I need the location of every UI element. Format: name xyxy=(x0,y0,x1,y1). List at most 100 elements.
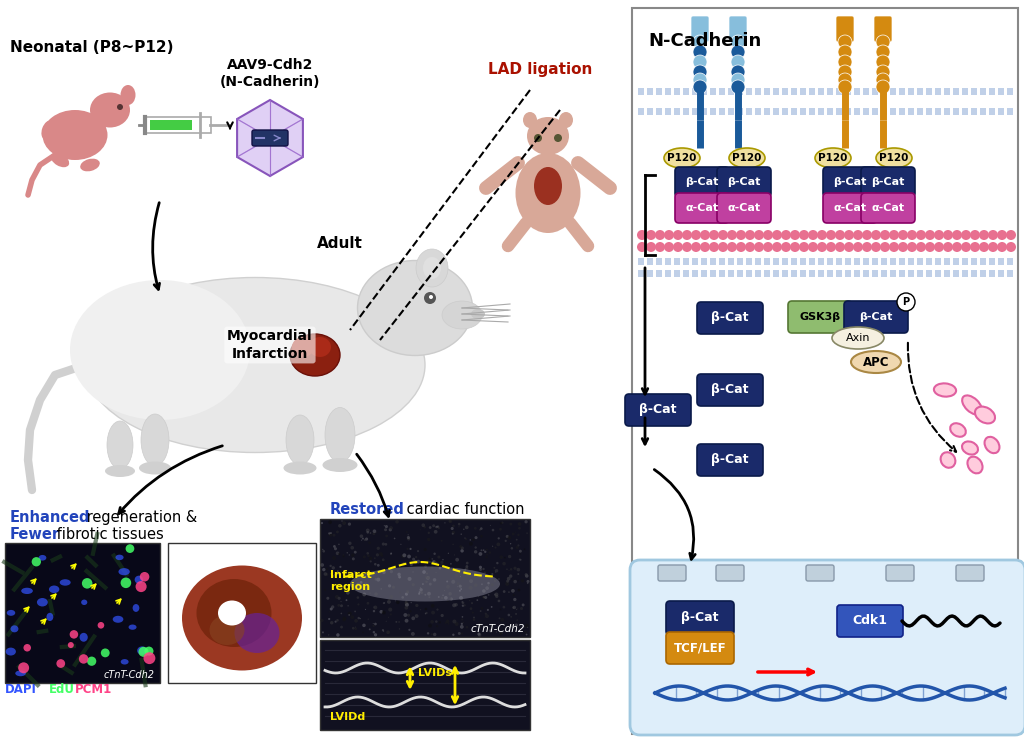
Circle shape xyxy=(469,580,473,583)
Circle shape xyxy=(135,581,146,592)
Circle shape xyxy=(381,588,382,590)
Circle shape xyxy=(425,608,427,610)
Text: P: P xyxy=(902,297,909,307)
Circle shape xyxy=(495,571,496,573)
Circle shape xyxy=(332,556,336,560)
Circle shape xyxy=(404,606,409,610)
Circle shape xyxy=(452,580,456,584)
Circle shape xyxy=(483,571,486,574)
Bar xyxy=(168,543,316,683)
Circle shape xyxy=(934,230,944,240)
Circle shape xyxy=(398,621,400,623)
Circle shape xyxy=(333,545,336,548)
Circle shape xyxy=(523,548,525,550)
Circle shape xyxy=(516,609,517,610)
Ellipse shape xyxy=(968,457,983,473)
Circle shape xyxy=(362,592,367,597)
Circle shape xyxy=(817,230,827,240)
Text: β-Cat: β-Cat xyxy=(834,177,866,187)
Circle shape xyxy=(731,55,745,69)
Circle shape xyxy=(357,603,359,606)
Circle shape xyxy=(461,618,463,620)
FancyBboxPatch shape xyxy=(844,301,908,333)
Circle shape xyxy=(437,527,440,529)
Bar xyxy=(710,258,716,265)
Circle shape xyxy=(637,242,647,252)
Circle shape xyxy=(862,242,872,252)
Circle shape xyxy=(525,624,528,628)
Circle shape xyxy=(450,597,453,600)
Circle shape xyxy=(471,602,473,604)
Circle shape xyxy=(506,580,509,583)
Circle shape xyxy=(138,647,148,657)
Circle shape xyxy=(488,551,490,554)
Circle shape xyxy=(513,594,515,596)
Circle shape xyxy=(754,242,764,252)
Ellipse shape xyxy=(664,148,700,168)
Text: Restored: Restored xyxy=(330,502,404,517)
Circle shape xyxy=(655,230,665,240)
Circle shape xyxy=(322,632,324,633)
Circle shape xyxy=(490,606,493,608)
Circle shape xyxy=(424,565,427,568)
Bar xyxy=(872,258,878,265)
Circle shape xyxy=(478,596,479,597)
Circle shape xyxy=(463,528,465,530)
Circle shape xyxy=(330,532,332,534)
Bar xyxy=(908,270,914,277)
Bar xyxy=(845,270,851,277)
FancyBboxPatch shape xyxy=(717,193,771,223)
Circle shape xyxy=(404,600,408,603)
Bar xyxy=(674,88,680,95)
Circle shape xyxy=(453,620,457,623)
Circle shape xyxy=(997,230,1007,240)
Text: DAPI: DAPI xyxy=(5,683,37,696)
Bar xyxy=(881,258,887,265)
Circle shape xyxy=(366,528,370,533)
Circle shape xyxy=(664,242,674,252)
Circle shape xyxy=(501,522,504,524)
Circle shape xyxy=(352,589,353,590)
Circle shape xyxy=(925,242,935,252)
FancyBboxPatch shape xyxy=(658,565,686,581)
Circle shape xyxy=(427,632,429,635)
Circle shape xyxy=(335,595,339,599)
Ellipse shape xyxy=(515,153,581,233)
FancyBboxPatch shape xyxy=(252,130,288,146)
Ellipse shape xyxy=(10,626,18,632)
Circle shape xyxy=(889,242,899,252)
Circle shape xyxy=(474,536,477,539)
Circle shape xyxy=(517,533,519,536)
Circle shape xyxy=(459,585,462,588)
Text: α-Cat: α-Cat xyxy=(685,203,719,213)
Circle shape xyxy=(426,576,430,580)
Ellipse shape xyxy=(133,604,139,612)
Circle shape xyxy=(709,230,719,240)
Circle shape xyxy=(367,554,370,557)
Bar xyxy=(1007,108,1013,115)
Circle shape xyxy=(709,242,719,252)
Circle shape xyxy=(370,532,372,534)
Circle shape xyxy=(375,578,377,580)
FancyBboxPatch shape xyxy=(632,8,1018,734)
Circle shape xyxy=(369,557,373,560)
Circle shape xyxy=(925,230,935,240)
Ellipse shape xyxy=(323,458,357,472)
Circle shape xyxy=(348,611,351,616)
Bar xyxy=(719,270,725,277)
Circle shape xyxy=(453,544,454,545)
Text: Neonatal (P8~P12): Neonatal (P8~P12) xyxy=(10,40,173,55)
Circle shape xyxy=(646,230,656,240)
Circle shape xyxy=(431,566,433,568)
Circle shape xyxy=(336,619,339,622)
Circle shape xyxy=(525,574,528,578)
Circle shape xyxy=(402,554,407,557)
Circle shape xyxy=(388,599,390,600)
FancyBboxPatch shape xyxy=(697,374,763,406)
Circle shape xyxy=(424,594,426,596)
Circle shape xyxy=(442,559,443,560)
Circle shape xyxy=(444,622,446,624)
Bar xyxy=(764,270,770,277)
Circle shape xyxy=(503,562,506,565)
Text: α-Cat: α-Cat xyxy=(834,203,866,213)
